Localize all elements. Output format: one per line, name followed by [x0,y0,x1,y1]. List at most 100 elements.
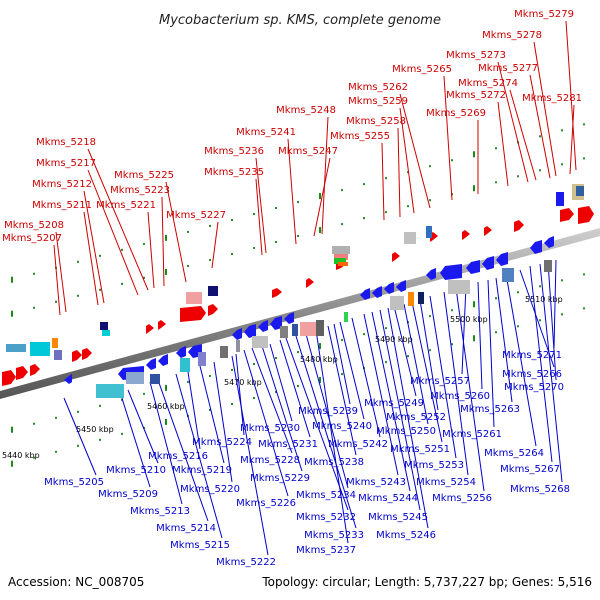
scale-dot [297,235,299,238]
reverse-leader-line [455,287,485,492]
reverse-gene-arrow [244,324,256,338]
reverse-leader-line [199,365,225,464]
forward-gene-arrow [82,348,92,360]
gene-box [292,324,298,336]
reverse-leader-line [333,323,351,405]
forward-gene-label: Mkms_5221 [96,200,156,211]
scale-dot [473,185,475,192]
forward-leader-line [165,181,187,283]
reverse-leader-line [295,335,357,529]
reverse-gene-label: Mkms_5229 [250,473,310,484]
scale-dot [275,241,277,244]
forward-gene-arrow [560,208,574,222]
forward-gene-label: Mkms_5236 [204,146,264,157]
reverse-leader-line [187,371,201,450]
gene-box [502,268,514,282]
forward-gene-label: Mkms_5274 [458,78,518,89]
scale-dot [55,300,57,303]
forward-gene-label: Mkms_5258 [346,116,406,127]
reverse-gene-label: Mkms_5214 [156,523,216,534]
scale-dot [209,258,211,261]
forward-gene-label: Mkms_5218 [36,137,96,148]
forward-gene-arrow [484,226,492,236]
reverse-leader-line [327,325,357,456]
gene-box [448,280,470,294]
forward-gene-label: Mkms_5207 [2,233,62,244]
gene-box [404,232,416,244]
reverse-gene-label: Mkms_5257 [410,376,470,387]
scale-dot [451,309,453,312]
scale-dot [99,254,101,257]
scale-dot [275,207,277,210]
gene-box [280,326,288,338]
reverse-leader-line [213,361,233,483]
gene-box [198,352,206,366]
reverse-gene-label: Mkms_5232 [296,512,356,523]
scale-dot [121,248,123,251]
gene-box [96,384,124,398]
reverse-gene-arrow [64,374,72,384]
reverse-leader-line [461,285,467,375]
scale-dot [33,456,35,459]
scale-dot [209,374,211,377]
reverse-gene-label: Mkms_5238 [304,457,364,468]
reverse-gene-label: Mkms_5228 [240,455,300,466]
gene-box [150,374,160,384]
kbp-tick-label: 5480 kbp [300,355,338,364]
scale-dot [77,444,79,447]
scale-dot [187,264,189,267]
reverse-gene-label: Mkms_5216 [148,451,208,462]
forward-leader-line [313,157,331,237]
forward-leader-line [497,101,509,187]
scale-dot [165,268,167,275]
scale-dot [341,223,343,226]
forward-gene-arrow [578,206,594,224]
forward-leader-line [509,89,537,181]
forward-gene-label: Mkms_5278 [482,30,542,41]
scale-dot [11,276,13,283]
label-leader-lines [53,20,577,556]
forward-gene-label: Mkms_5223 [110,185,170,196]
forward-leader-line [533,41,557,177]
scale-dot [561,129,563,132]
forward-gene-label: Mkms_5225 [114,170,174,181]
forward-leader-line [565,20,577,171]
scale-dot [429,199,431,202]
gene-box [54,350,62,360]
reverse-gene-label: Mkms_5219 [172,465,232,476]
scale-dot [561,163,563,166]
scale-dot [77,410,79,413]
scale-dot [33,306,35,309]
scale-dot [495,331,497,334]
reverse-leader-line [127,389,159,464]
scale-dot [583,307,585,310]
reverse-gene-label: Mkms_5270 [504,382,564,393]
gene-box [338,262,348,266]
forward-gene-label: Mkms_5269 [426,108,486,119]
reverse-leader-line [351,317,381,438]
scale-dot [231,368,233,371]
reverse-gene-arrow [360,288,370,300]
forward-leader-line [161,196,165,287]
forward-gene-arrow [208,304,218,316]
forward-gene-arrow [16,366,28,380]
gene-box [208,286,218,296]
reverse-leader-line [495,277,513,403]
scale-dot [209,408,211,411]
reverse-gene-arrow [372,286,382,298]
reverse-leader-line [387,307,429,529]
reverse-leader-line [539,263,563,483]
reverse-gene-arrow [270,316,282,330]
forward-gene-label: Mkms_5241 [236,127,296,138]
scale-dot [385,177,387,180]
forward-leader-line [287,138,297,245]
reverse-leader-line [547,261,557,381]
scale-dot [539,135,541,138]
reverse-gene-label: Mkms_5230 [240,423,300,434]
scale-dot [143,276,145,279]
scale-dot [451,159,453,162]
reverse-gene-label: Mkms_5226 [236,498,296,509]
scale-dot [55,416,57,419]
gene-box [6,344,26,352]
reverse-gene-label: Mkms_5220 [180,484,240,495]
